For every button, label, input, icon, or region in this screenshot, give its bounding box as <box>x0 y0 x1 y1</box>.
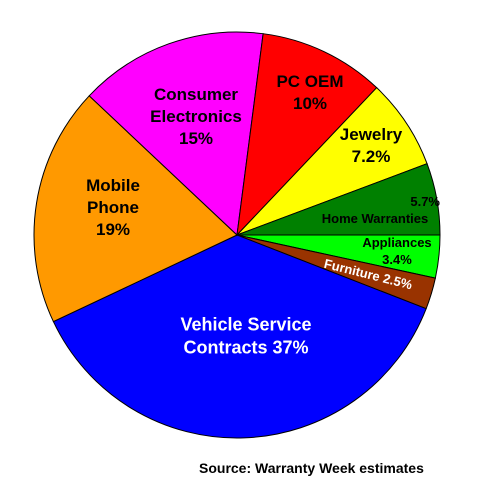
pie-slice <box>236 163 441 236</box>
category-label: Appliances <box>362 235 432 251</box>
value-label: 10% <box>292 94 328 113</box>
value-label: 19% <box>95 220 131 240</box>
slice-label: PC OEM 10% <box>270 71 350 115</box>
slice-label: Mobile Phone 19% <box>73 175 153 241</box>
category-label: Consumer Electronics <box>150 84 242 126</box>
category-label: PC OEM <box>276 71 344 91</box>
value-label: 15% <box>178 129 214 149</box>
category-label: Jewelry <box>339 124 403 144</box>
slice-label: Vehicle Service Contracts 37% <box>161 314 331 361</box>
pie-slice <box>88 31 264 237</box>
pie-slice <box>236 33 378 237</box>
source-note: Source: Warranty Week estimates <box>199 460 424 476</box>
value-label: 7.2% <box>351 147 391 166</box>
category-label: Home Warranties <box>321 211 429 226</box>
value-label: 5.7% <box>410 194 440 210</box>
slice-label: Consumer Electronics 15% <box>141 84 251 150</box>
pie-slice <box>52 234 427 439</box>
slice-label: 5.7% Home Warranties <box>310 194 440 228</box>
category-label: Vehicle Service Contracts <box>180 314 312 358</box>
category-label: Mobile Phone <box>86 175 140 217</box>
value-label: 3.4% <box>382 252 412 267</box>
pie-slice <box>33 95 238 323</box>
slice-label: Appliances 3.4% <box>342 235 452 269</box>
slice-label: Jewelry 7.2% <box>331 124 411 168</box>
value-label: 37% <box>272 338 309 358</box>
